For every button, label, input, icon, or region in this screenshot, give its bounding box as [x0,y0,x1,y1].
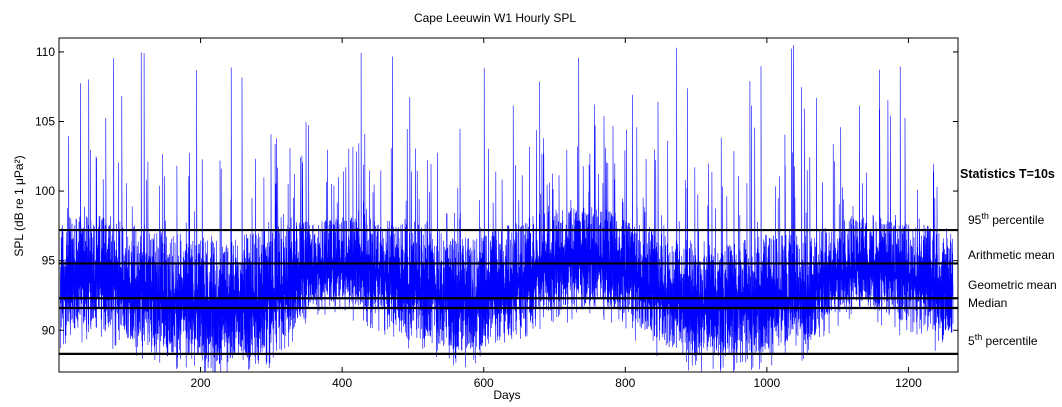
spl-series-line [60,45,954,372]
y-axis: 90 95 100 105 110 [35,45,958,337]
x-axis-label: Days [493,388,520,402]
stat-label-2: Geometric mean [968,278,1057,292]
x-tick-label: 1200 [895,376,922,390]
chart-title: Cape Leeuwin W1 Hourly SPL [414,11,576,25]
x-tick-label: 400 [332,376,352,390]
x-axis: 200 400 600 800 1000 1200 [191,38,922,390]
plot-area [58,37,959,373]
x-tick-label: 600 [474,376,494,390]
x-tick-label: 1000 [754,376,781,390]
y-tick-label: 105 [35,115,55,129]
plot-frame [58,37,959,373]
y-tick-label: 90 [42,323,56,337]
y-tick-label: 100 [35,184,55,198]
stat-label-4: 5th percentile [968,332,1038,348]
x-tick-label: 800 [615,376,635,390]
stat-label-1: Arithmetic mean [968,248,1055,262]
y-tick-label: 110 [36,45,55,59]
stat-label-3: Median [968,296,1007,310]
y-axis-label: SPL (dB re 1 μPa²) [12,155,26,256]
statistics-title: Statistics T=10s [960,167,1055,181]
y-tick-label: 95 [42,254,56,268]
x-tick-label: 200 [191,376,211,390]
stat-label-0: 95th percentile [968,211,1045,227]
statistics-legend: Statistics T=10s 95th percentile Arithmeti… [960,167,1057,348]
